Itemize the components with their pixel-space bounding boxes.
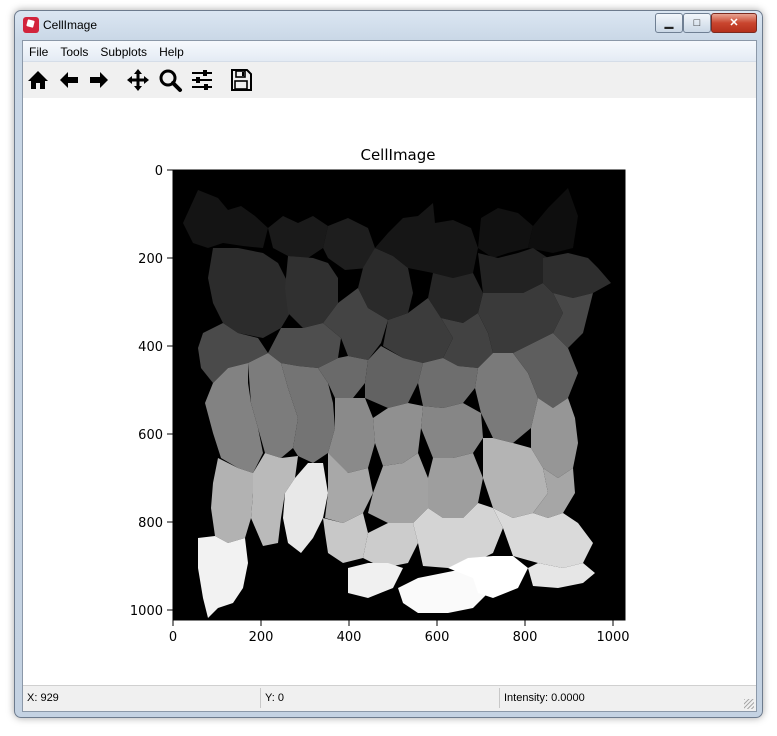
x-tick-label: 1000 bbox=[596, 630, 629, 645]
y-tick-label: 0 bbox=[155, 164, 163, 179]
menu-tools[interactable]: Tools bbox=[60, 45, 89, 59]
axes-frame bbox=[172, 169, 626, 621]
figure-canvas[interactable]: CellImage bbox=[23, 98, 756, 685]
status-y: Y: 0 bbox=[265, 692, 284, 704]
forward-button[interactable] bbox=[86, 67, 112, 93]
cell-image bbox=[183, 188, 611, 618]
magnifier-icon bbox=[159, 69, 182, 92]
zoom-button[interactable] bbox=[157, 67, 183, 93]
status-x: X: 929 bbox=[27, 692, 59, 704]
menu-subplots[interactable]: Subplots bbox=[100, 45, 148, 59]
client-area: File Tools Subplots Help bbox=[22, 40, 757, 712]
maximize-button[interactable]: □ bbox=[683, 13, 711, 33]
close-button[interactable]: ✕ bbox=[711, 13, 757, 33]
status-bar: X: 929 Y: 0 Intensity: 0.0000 bbox=[23, 685, 756, 711]
floppy-disk-icon bbox=[231, 69, 252, 91]
save-button[interactable] bbox=[228, 67, 254, 93]
x-tick-label: 200 bbox=[249, 630, 274, 645]
status-intensity: Intensity: 0.0000 bbox=[504, 692, 585, 704]
arrow-right-icon bbox=[90, 72, 108, 88]
menu-file[interactable]: File bbox=[29, 45, 49, 59]
window-title: CellImage bbox=[43, 18, 98, 32]
y-tick-label: 400 bbox=[138, 340, 163, 355]
home-icon bbox=[28, 71, 48, 89]
x-tick-label: 800 bbox=[513, 630, 538, 645]
sliders-icon bbox=[192, 70, 212, 90]
x-tick-label: 600 bbox=[425, 630, 450, 645]
minimize-button[interactable]: ▁ bbox=[655, 13, 683, 33]
minimize-icon: ▁ bbox=[664, 17, 674, 29]
pan-button[interactable] bbox=[125, 67, 151, 93]
maximize-icon: □ bbox=[693, 17, 701, 29]
y-tick-label: 600 bbox=[138, 428, 163, 443]
resize-grip[interactable] bbox=[744, 699, 754, 709]
status-separator bbox=[499, 688, 500, 708]
y-tick-label: 800 bbox=[138, 516, 163, 531]
menu-bar: File Tools Subplots Help bbox=[23, 41, 756, 62]
plot-svg: CellImage bbox=[130, 146, 630, 645]
status-separator bbox=[260, 688, 261, 708]
plot-title: CellImage bbox=[360, 146, 435, 164]
x-tick-label: 0 bbox=[169, 630, 177, 645]
arrow-left-icon bbox=[60, 72, 78, 88]
app-window: CellImage ▁ □ ✕ File Tools Subplots Help bbox=[14, 10, 763, 718]
configure-subplots-button[interactable] bbox=[189, 67, 215, 93]
x-tick-label: 400 bbox=[337, 630, 362, 645]
app-icon bbox=[23, 17, 39, 33]
move-icon bbox=[127, 69, 149, 91]
y-tick-label: 200 bbox=[138, 252, 163, 267]
title-bar[interactable]: CellImage ▁ □ ✕ bbox=[15, 11, 762, 39]
toolbar bbox=[23, 62, 756, 98]
menu-help[interactable]: Help bbox=[159, 45, 184, 59]
close-icon: ✕ bbox=[729, 17, 739, 29]
home-button[interactable] bbox=[25, 67, 51, 93]
back-button[interactable] bbox=[56, 67, 82, 93]
y-tick-label: 1000 bbox=[130, 604, 163, 619]
